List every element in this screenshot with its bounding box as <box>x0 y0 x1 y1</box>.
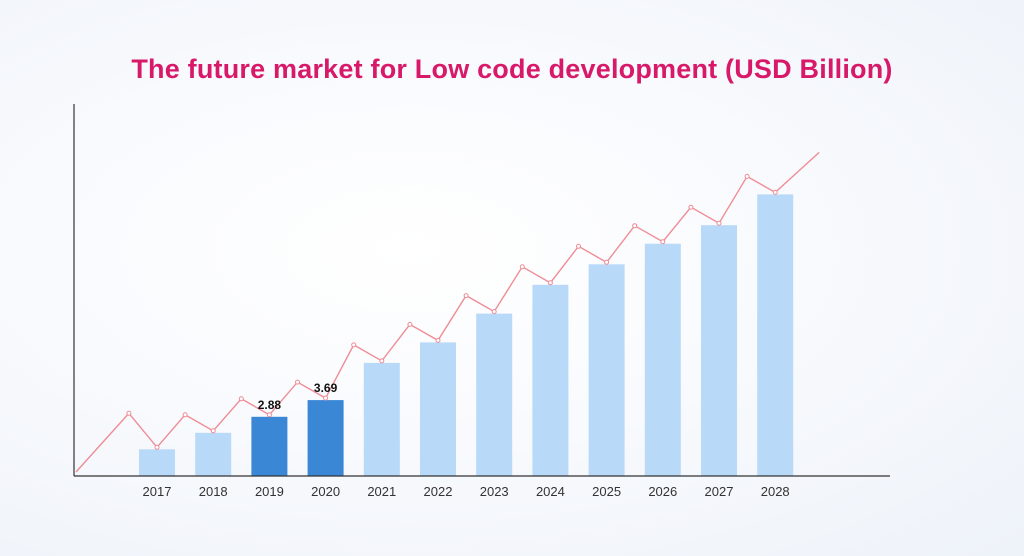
trend-point <box>295 379 300 385</box>
trend-point <box>351 342 357 348</box>
x-tick-label-2020: 2020 <box>311 484 340 499</box>
trend-point <box>660 239 666 245</box>
trend-point <box>407 321 413 327</box>
bar-2027 <box>701 225 737 476</box>
trend-point <box>491 309 497 315</box>
x-tick-label-2018: 2018 <box>199 484 228 499</box>
x-tick-label-2021: 2021 <box>367 484 396 499</box>
trend-point <box>604 259 610 265</box>
x-tick-labels: 2017 2018 2019 2020 2021 2022 2023 2024 2025 2026… <box>143 484 790 499</box>
bar-2021 <box>363 362 400 476</box>
x-tick-label-2028: 2028 <box>761 484 790 499</box>
x-tick-label-2017: 2017 <box>143 484 172 499</box>
trend-point <box>744 173 750 179</box>
trend-point <box>323 395 329 401</box>
trend-point <box>126 410 132 416</box>
bar-2028 <box>757 194 794 476</box>
trend-point <box>519 264 525 270</box>
trend-point <box>379 358 385 364</box>
x-tick-label-2025: 2025 <box>592 484 621 499</box>
data-label-2020: 3.69 <box>314 381 338 395</box>
x-tick-label-2022: 2022 <box>424 484 453 499</box>
trend-point <box>576 243 581 249</box>
trend-point <box>463 293 469 299</box>
trend-point <box>688 204 694 210</box>
trend-point <box>547 280 553 286</box>
trend-point <box>266 412 272 418</box>
bar-2018 <box>195 432 232 476</box>
x-tick-label-2024: 2024 <box>536 484 565 499</box>
trend-point <box>210 428 216 434</box>
bar-2024 <box>532 284 569 476</box>
bar-2026 <box>644 243 681 476</box>
x-tick-label-2023: 2023 <box>480 484 509 499</box>
trend-layer <box>75 151 820 473</box>
trend-point <box>772 189 778 195</box>
x-tick-label-2027: 2027 <box>705 484 734 499</box>
trend-point <box>182 412 188 418</box>
trend-point <box>716 220 722 226</box>
data-labels: 2.88 3.69 <box>258 381 338 412</box>
trend-point <box>154 444 160 450</box>
bar-2020 <box>307 400 344 476</box>
trend-point <box>238 396 244 402</box>
bar-2019 <box>251 416 288 476</box>
x-tick-label-2026: 2026 <box>648 484 677 499</box>
bar-2017 <box>139 449 175 476</box>
bar-2022 <box>420 342 456 476</box>
trend-line <box>75 151 820 473</box>
chart-title: The future market for Low code developme… <box>131 54 893 84</box>
trend-point <box>435 337 441 343</box>
x-tick-label-2019: 2019 <box>255 484 284 499</box>
bar-2023 <box>476 313 513 476</box>
trend-point <box>632 223 638 229</box>
bar-2025 <box>588 264 625 476</box>
data-label-2019: 2.88 <box>258 398 282 412</box>
bars-layer <box>139 194 794 476</box>
